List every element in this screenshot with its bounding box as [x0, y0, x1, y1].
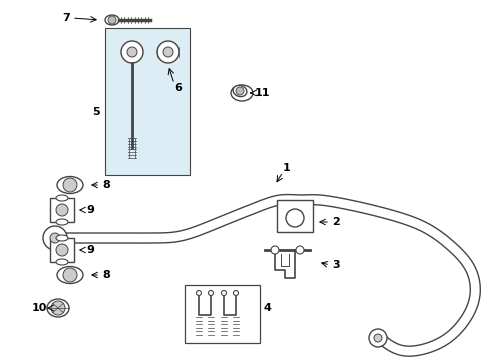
Text: 11: 11	[255, 88, 270, 98]
Circle shape	[56, 244, 68, 256]
Circle shape	[369, 329, 387, 347]
Circle shape	[51, 301, 65, 315]
Circle shape	[50, 233, 60, 243]
Text: 9: 9	[86, 205, 94, 215]
Ellipse shape	[105, 15, 119, 25]
Text: 1: 1	[283, 163, 291, 173]
Ellipse shape	[221, 291, 226, 296]
Ellipse shape	[231, 85, 253, 101]
Text: 7: 7	[62, 13, 70, 23]
Ellipse shape	[209, 291, 214, 296]
Text: 9: 9	[86, 245, 94, 255]
Circle shape	[63, 178, 77, 192]
Circle shape	[127, 47, 137, 57]
Circle shape	[286, 209, 304, 227]
Circle shape	[63, 268, 77, 282]
Bar	[185, 285, 260, 343]
Ellipse shape	[57, 266, 83, 284]
Circle shape	[296, 246, 304, 254]
Ellipse shape	[56, 195, 68, 201]
Circle shape	[163, 47, 173, 57]
Ellipse shape	[56, 235, 68, 241]
Ellipse shape	[47, 299, 69, 317]
Text: 8: 8	[102, 270, 110, 280]
Bar	[277, 200, 313, 232]
Circle shape	[121, 41, 143, 63]
Ellipse shape	[196, 291, 201, 296]
Text: 8: 8	[102, 180, 110, 190]
Circle shape	[157, 41, 179, 63]
Circle shape	[374, 334, 382, 342]
Ellipse shape	[56, 259, 68, 265]
Bar	[50, 198, 74, 222]
Circle shape	[271, 246, 279, 254]
Text: 4: 4	[263, 303, 271, 313]
Ellipse shape	[233, 85, 247, 96]
Circle shape	[56, 204, 68, 216]
Text: 2: 2	[332, 217, 340, 227]
Circle shape	[43, 226, 67, 250]
Text: 5: 5	[93, 107, 100, 117]
Text: 6: 6	[174, 83, 182, 93]
Circle shape	[108, 16, 116, 24]
Bar	[105, 28, 190, 175]
Text: 3: 3	[332, 260, 340, 270]
Text: 10: 10	[32, 303, 48, 313]
Ellipse shape	[57, 176, 83, 194]
Ellipse shape	[56, 219, 68, 225]
Circle shape	[236, 87, 244, 95]
Ellipse shape	[234, 291, 239, 296]
Bar	[50, 238, 74, 262]
